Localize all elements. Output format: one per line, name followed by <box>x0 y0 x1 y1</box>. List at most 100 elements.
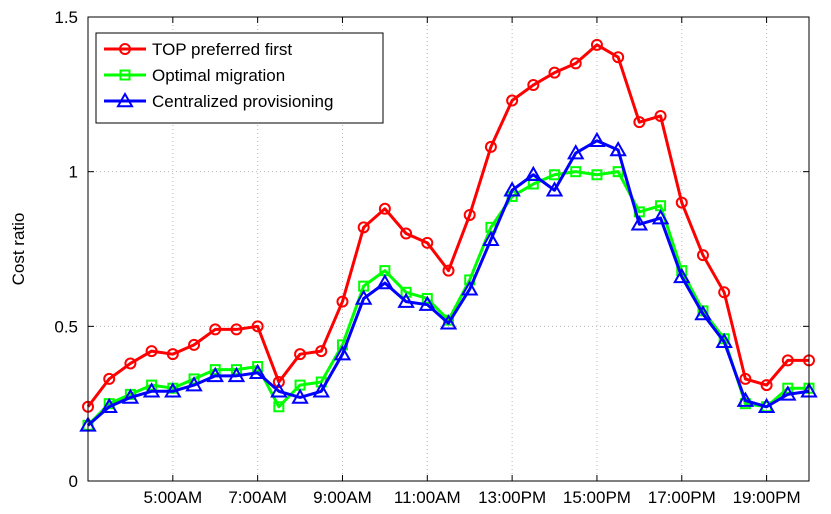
data-point <box>612 51 625 64</box>
data-point <box>633 116 646 129</box>
data-point <box>164 382 182 398</box>
series-line <box>86 170 809 427</box>
data-point <box>439 314 458 330</box>
data-point <box>124 357 137 370</box>
data-point <box>503 181 521 197</box>
data-point <box>779 385 797 401</box>
data-point <box>145 345 158 358</box>
data-point <box>376 274 394 290</box>
data-point <box>630 215 649 231</box>
legend-item: Optimal migration <box>104 66 285 85</box>
data-point <box>609 140 627 157</box>
legend: TOP preferred first Optimal migration Cent… <box>95 32 384 124</box>
data-point <box>591 169 603 181</box>
data-point <box>315 345 328 358</box>
series-line <box>86 43 809 408</box>
data-point <box>694 304 712 321</box>
legend-marker <box>116 91 134 108</box>
plot-area-frame <box>87 16 810 482</box>
data-point <box>206 366 224 383</box>
data-point <box>651 209 670 225</box>
x-tick-label: 13:00PM <box>478 488 546 507</box>
data-point <box>612 166 624 178</box>
y-tick-label: 0 <box>69 472 78 491</box>
legend-label: TOP preferred first <box>152 40 292 59</box>
data-point <box>567 144 585 160</box>
data-point <box>230 364 242 376</box>
data-point <box>418 295 437 311</box>
data-point <box>142 382 161 398</box>
data-point <box>166 348 179 361</box>
data-point <box>781 354 794 367</box>
y-tick-label: 1.5 <box>54 8 78 27</box>
data-point <box>103 372 116 385</box>
series-line <box>87 139 810 427</box>
data-point <box>146 379 158 391</box>
data-point <box>188 338 201 351</box>
data-point <box>336 295 349 308</box>
x-tick-label: 15:00PM <box>563 488 631 507</box>
x-tick-label: 9:00AM <box>313 488 372 507</box>
x-tick-label: 7:00AM <box>228 488 287 507</box>
data-point <box>715 332 733 349</box>
data-point <box>760 379 773 392</box>
axis-ticks: 5:00AM 7:00AM 9:00AM 11:00AM 13:00PM 15:00PM 1… <box>54 8 809 507</box>
data-point <box>757 397 776 414</box>
data-point <box>736 391 755 407</box>
data-point <box>549 169 561 181</box>
data-point <box>248 363 267 379</box>
legend-item: Centralized provisioning <box>104 91 333 111</box>
x-tick-label: 19:00PM <box>733 488 801 507</box>
data-point <box>230 323 243 336</box>
grid-lines <box>88 17 809 481</box>
data-point <box>251 320 264 333</box>
data-point <box>524 165 543 182</box>
data-point <box>252 361 264 373</box>
series-1 <box>82 38 815 413</box>
data-point <box>588 131 606 147</box>
data-point <box>482 230 500 246</box>
data-point <box>545 181 564 197</box>
data-point <box>506 94 519 107</box>
data-point <box>209 323 222 336</box>
data-point <box>185 376 203 392</box>
data-point <box>569 57 582 70</box>
series-3 <box>79 131 818 432</box>
data-point <box>782 382 794 394</box>
data-point <box>273 401 285 413</box>
data-point <box>463 208 476 221</box>
x-tick-label: 5:00AM <box>144 488 203 507</box>
data-point <box>397 292 415 308</box>
data-point <box>590 38 603 51</box>
data-point <box>442 264 455 277</box>
data-point <box>400 227 413 240</box>
data-point <box>272 376 285 389</box>
y-tick-label: 1 <box>69 163 78 182</box>
data-point <box>400 286 412 298</box>
data-point <box>654 109 667 122</box>
legend-label: Optimal migration <box>152 66 285 85</box>
data-point <box>121 388 140 404</box>
data-point <box>354 289 373 305</box>
data-point <box>570 166 582 178</box>
data-point <box>378 202 391 215</box>
series-2 <box>82 166 815 431</box>
legend-marker <box>119 43 131 55</box>
data-point <box>675 196 688 209</box>
y-axis-label: Cost ratio <box>9 213 28 286</box>
data-point <box>484 140 497 153</box>
legend-marker <box>119 69 131 81</box>
data-point <box>270 382 288 398</box>
data-point <box>696 249 709 262</box>
legend-item: TOP preferred first <box>104 40 292 59</box>
data-point <box>294 348 307 361</box>
data-point <box>333 345 352 361</box>
data-point <box>718 286 731 299</box>
data-point <box>421 236 434 249</box>
data-point <box>460 280 479 296</box>
data-point <box>673 267 691 284</box>
data-point <box>291 388 309 404</box>
data-point <box>209 364 221 376</box>
y-tick-label: 0.5 <box>54 317 78 336</box>
